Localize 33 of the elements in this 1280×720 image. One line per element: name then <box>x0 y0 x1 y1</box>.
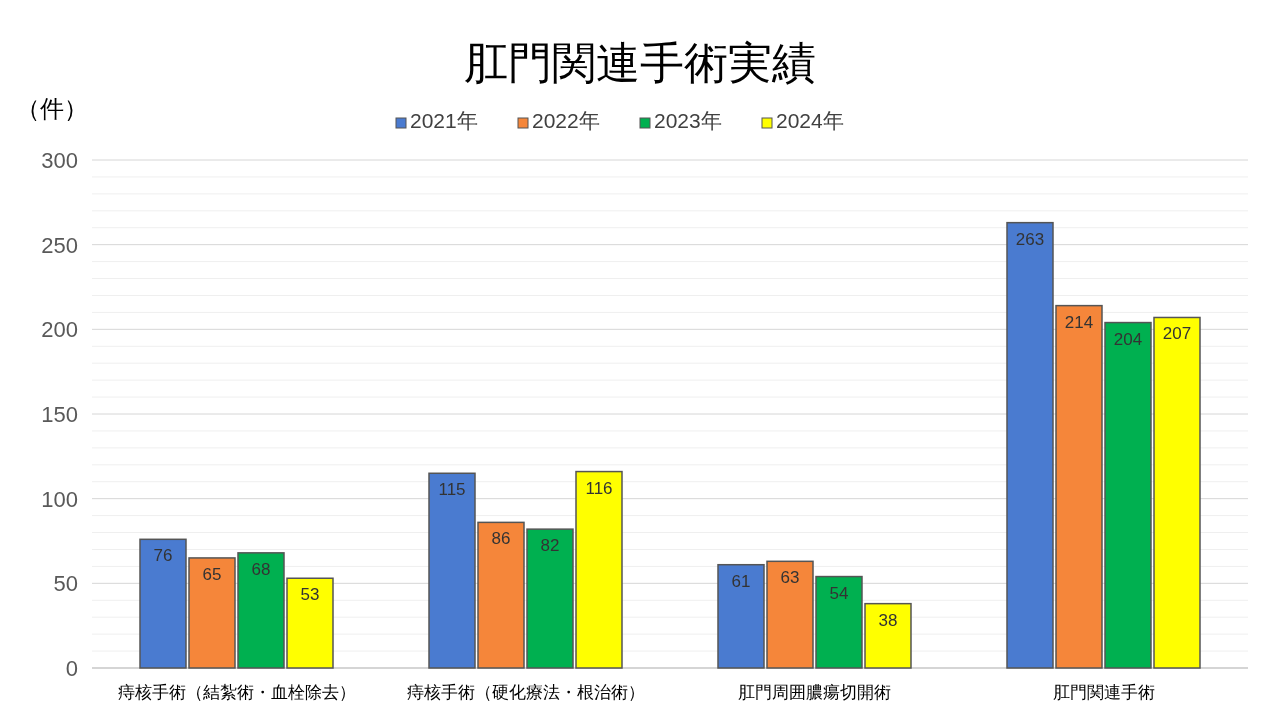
data-label: 38 <box>878 610 898 630</box>
y-tick-label: 100 <box>41 486 78 512</box>
x-tick-label: 肛門関連手術 <box>1052 683 1155 702</box>
data-label: 54 <box>829 583 849 603</box>
data-label: 76 <box>153 546 173 566</box>
data-label: 263 <box>1015 229 1045 249</box>
data-label: 61 <box>731 571 751 591</box>
data-label: 116 <box>585 478 613 498</box>
data-label: 65 <box>202 564 222 584</box>
y-tick-label: 200 <box>41 317 78 343</box>
x-tick-label: 痔核手術（結紮術・血栓除去） <box>117 683 356 702</box>
data-label: 82 <box>540 536 560 556</box>
x-tick-label: 痔核手術（硬化療法・根治術） <box>406 683 645 702</box>
y-tick-label: 0 <box>65 656 78 681</box>
data-label: 63 <box>780 568 800 588</box>
legend-label: 2024年 <box>776 109 844 132</box>
y-tick-label: 250 <box>41 232 78 258</box>
y-axis-title: （件） <box>16 95 88 122</box>
data-label: 214 <box>1064 312 1094 332</box>
legend-label: 2021年 <box>410 109 478 132</box>
x-tick-label: 肛門周囲膿瘍切開術 <box>738 683 891 702</box>
data-label: 204 <box>1113 329 1143 349</box>
data-label: 207 <box>1162 324 1192 344</box>
data-label: 115 <box>438 480 466 500</box>
data-label: 53 <box>300 585 320 605</box>
legend-label: 2023年 <box>654 109 722 132</box>
data-label: 68 <box>251 559 271 579</box>
y-tick-label: 150 <box>41 402 78 427</box>
data-label: 86 <box>491 529 511 549</box>
y-tick-label: 50 <box>53 571 78 597</box>
legend-label: 2022年 <box>532 109 600 132</box>
chart-title: 肛門関連手術実績 <box>464 38 816 87</box>
y-tick-label: 300 <box>41 148 78 173</box>
